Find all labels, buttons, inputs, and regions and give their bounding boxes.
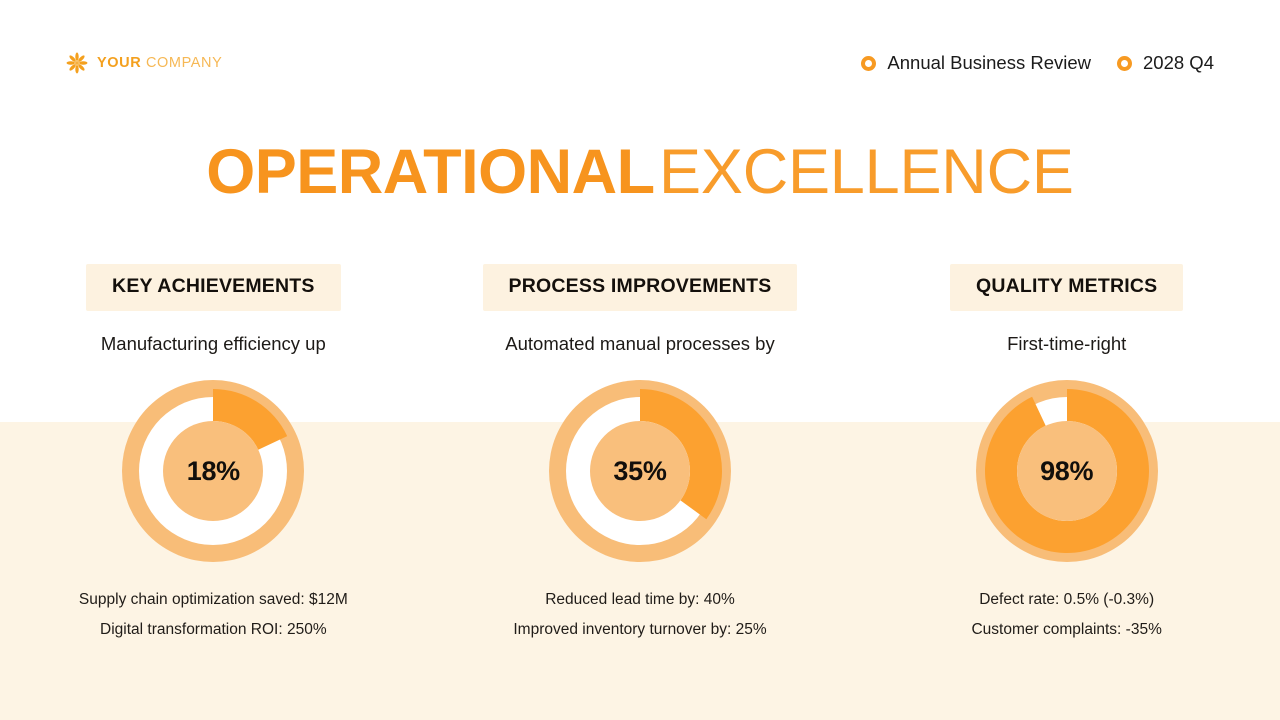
donut-chart: 98%	[969, 373, 1165, 569]
donut-value-label: 35%	[613, 455, 667, 486]
brand-name: YOUR COMPANY	[97, 55, 222, 71]
header-meta-label-review: Annual Business Review	[887, 52, 1092, 73]
column-bullets: Reduced lead time by: 40% Improved inven…	[513, 591, 766, 639]
header-meta-item-period: 2028 Q4	[1117, 52, 1214, 74]
bullet-item: Defect rate: 0.5% (-0.3%)	[979, 591, 1155, 608]
metrics-columns: KEY ACHIEVEMENTS Manufacturing efficienc…	[0, 264, 1280, 639]
bullet-item: Digital transformation ROI: 250%	[100, 621, 327, 638]
column-bullets: Supply chain optimization saved: $12M Di…	[79, 591, 348, 639]
donut-chart: 18%	[115, 373, 311, 569]
ring-bullet-icon	[861, 55, 877, 71]
bullet-item: Improved inventory turnover by: 25%	[513, 621, 767, 638]
metric-column-process-improvements: PROCESS IMPROVEMENTS Automated manual pr…	[427, 264, 854, 639]
header-meta-group: Annual Business Review 2028 Q4	[861, 52, 1214, 74]
column-subtitle: Automated manual processes by	[505, 333, 775, 354]
brand-name-bold: YOUR	[97, 55, 142, 71]
slide-header: YOUR COMPANY Annual Business Review 2028…	[0, 0, 1280, 120]
bullet-item: Reduced lead time by: 40%	[545, 591, 735, 608]
metric-column-quality-metrics: QUALITY METRICS First-time-right 98% Def…	[853, 264, 1280, 639]
column-subtitle: First-time-right	[1007, 333, 1127, 354]
column-heading-banner: KEY ACHIEVEMENTS	[86, 264, 341, 311]
column-subtitle: Manufacturing efficiency up	[100, 333, 326, 354]
donut-chart: 35%	[542, 373, 738, 569]
column-heading-text: KEY ACHIEVEMENTS	[112, 275, 315, 297]
column-heading-banner: PROCESS IMPROVEMENTS	[482, 264, 798, 311]
flower-asterisk-icon	[66, 52, 88, 74]
page-title: OPERATIONAL EXCELLENCE	[0, 141, 1280, 204]
donut-value-label: 98%	[1040, 455, 1094, 486]
column-bullets: Defect rate: 0.5% (-0.3%) Customer compl…	[971, 591, 1161, 639]
brand-logo: YOUR COMPANY	[66, 52, 222, 74]
column-heading-text: PROCESS IMPROVEMENTS	[508, 275, 772, 297]
header-meta-label-period: 2028 Q4	[1143, 52, 1214, 73]
ring-bullet-icon	[1117, 55, 1133, 71]
column-heading-text: QUALITY METRICS	[975, 275, 1158, 297]
page-title-bold: OPERATIONAL	[206, 137, 655, 207]
bullet-item: Supply chain optimization saved: $12M	[78, 591, 348, 608]
donut-value-label: 18%	[186, 455, 240, 486]
brand-name-light: COMPANY	[145, 55, 223, 71]
bullet-item: Customer complaints: -35%	[971, 621, 1162, 638]
page-title-light: EXCELLENCE	[659, 137, 1074, 207]
header-meta-item-review: Annual Business Review	[861, 52, 1091, 74]
metric-column-key-achievements: KEY ACHIEVEMENTS Manufacturing efficienc…	[0, 264, 427, 639]
column-heading-banner: QUALITY METRICS	[949, 264, 1184, 311]
